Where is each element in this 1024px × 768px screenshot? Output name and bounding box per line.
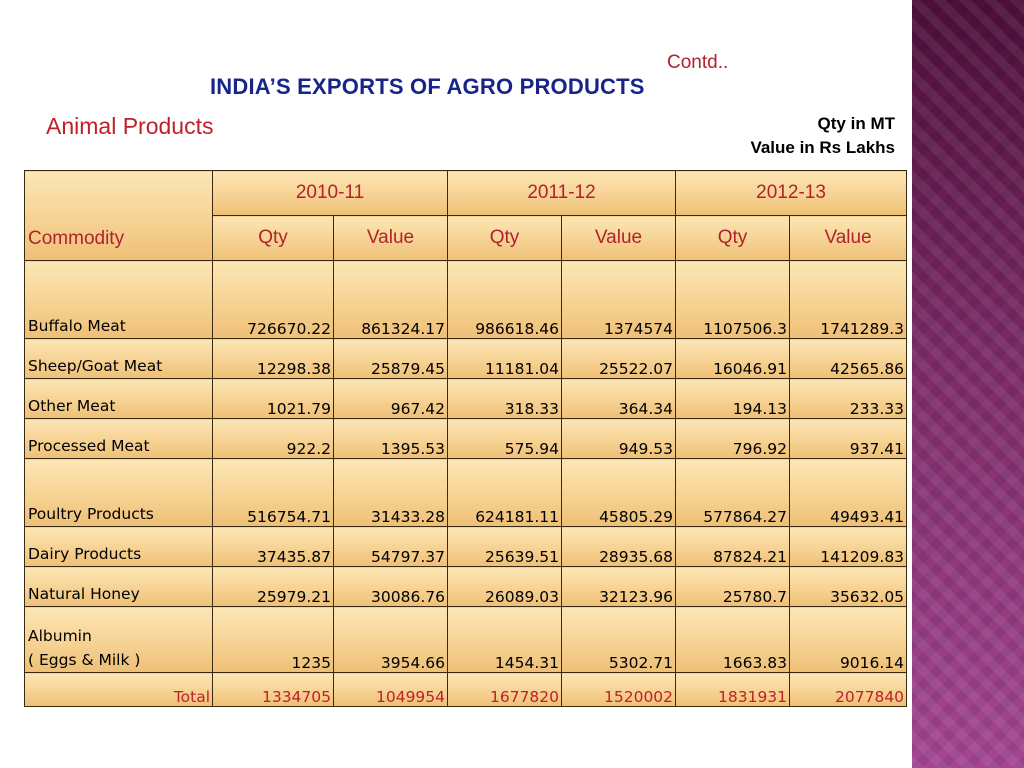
cell-value: 25522.07 [561,338,677,379]
cell-value: 9016.14 [789,606,908,673]
cell-value: 1374574 [561,260,677,339]
cell-value: 28935.68 [561,526,677,567]
cell-value: 1107506.3 [675,260,791,339]
table-row: Dairy Products 37435.87 54797.37 25639.5… [24,526,908,567]
cell-value: 318.33 [447,378,563,419]
year-header: 2012-13 [675,170,908,216]
cell-value: 12298.38 [212,338,334,379]
cell-value: 5302.71 [561,606,677,673]
total-value: 1831931 [675,672,791,707]
cell-value: 16046.91 [675,338,791,379]
cell-value: 49493.41 [789,458,908,527]
total-value: 1334705 [212,672,334,707]
commodity-name-line: Albumin [28,627,92,645]
cell-value: 796.92 [675,418,791,459]
cell-value: 141209.83 [789,526,908,567]
commodity-name: Dairy Products [24,526,213,567]
units-note: Qty in MT Value in Rs Lakhs [750,112,895,160]
cell-value: 937.41 [789,418,908,459]
cell-value: 967.42 [332,378,449,419]
section-subtitle: Animal Products [46,113,214,139]
cell-value: 87824.21 [675,526,791,567]
commodity-name: Other Meat [24,378,213,419]
qty-header: Qty [447,215,563,261]
total-value: 2077840 [789,672,908,707]
cell-value: 726670.22 [212,260,334,339]
sub-header-row: Qty Value Qty Value Qty Value [25,215,908,261]
commodity-header: Commodity [24,170,213,261]
qty-header: Qty [675,215,791,261]
cell-value: 575.94 [447,418,563,459]
exports-table: Commodity 2010-11 2011-12 2012-13 Qty Va… [24,170,908,707]
table-row: Natural Honey 25979.21 30086.76 26089.03… [24,566,908,607]
cell-value: 11181.04 [447,338,563,379]
cell-value: 3954.66 [332,606,449,673]
year-header-row: Commodity 2010-11 2011-12 2012-13 [24,170,908,261]
cell-value: 1021.79 [212,378,334,419]
table-row: Albumin ( Eggs & Milk ) 1235 3954.66 1454… [24,606,908,673]
cell-value: 54797.37 [332,526,449,567]
qty-header: Qty [212,215,334,261]
cell-value: 32123.96 [561,566,677,607]
units-qty: Qty in MT [817,114,895,133]
cell-value: 1395.53 [332,418,449,459]
total-value: 1049954 [332,672,449,707]
cell-value: 35632.05 [789,566,908,607]
table-row: Sheep/Goat Meat 12298.38 25879.45 11181.… [24,338,908,379]
total-label: Total [24,672,213,707]
cell-value: 45805.29 [561,458,677,527]
units-value: Value in Rs Lakhs [750,138,895,157]
commodity-name: Sheep/Goat Meat [24,338,213,379]
cell-value: 624181.11 [447,458,563,527]
page-title: INDIA’S EXPORTS OF AGRO PRODUCTS [210,74,645,99]
cell-value: 949.53 [561,418,677,459]
cell-value: 577864.27 [675,458,791,527]
value-header: Value [332,215,449,261]
decorative-side-band [912,0,1024,768]
cell-value: 986618.46 [447,260,563,339]
cell-value: 1663.83 [675,606,791,673]
commodity-name: Processed Meat [24,418,213,459]
cell-value: 194.13 [675,378,791,419]
cell-value: 25780.7 [675,566,791,607]
commodity-name: Albumin ( Eggs & Milk ) [24,606,213,673]
cell-value: 37435.87 [212,526,334,567]
value-header: Value [789,215,908,261]
year-header: 2010-11 [211,170,449,216]
cell-value: 861324.17 [332,260,449,339]
cell-value: 1741289.3 [789,260,908,339]
contd-label: Contd.. [667,52,729,73]
cell-value: 25639.51 [447,526,563,567]
table-row: Poultry Products 516754.71 31433.28 6241… [24,458,908,527]
commodity-name: Natural Honey [24,566,213,607]
commodity-name-line: ( Eggs & Milk ) [28,651,141,669]
cell-value: 25979.21 [212,566,334,607]
total-value: 1520002 [561,672,677,707]
value-header: Value [561,215,677,261]
cell-value: 31433.28 [332,458,449,527]
total-value: 1677820 [447,672,563,707]
cell-value: 30086.76 [332,566,449,607]
cell-value: 25879.45 [332,338,449,379]
cell-value: 42565.86 [789,338,908,379]
table-row: Buffalo Meat 726670.22 861324.17 986618.… [24,260,908,339]
commodity-name: Poultry Products [24,458,213,527]
cell-value: 516754.71 [212,458,334,527]
cell-value: 1235 [212,606,334,673]
table-row: Processed Meat 922.2 1395.53 575.94 949.… [24,418,908,459]
cell-value: 26089.03 [447,566,563,607]
year-header: 2011-12 [447,170,677,216]
commodity-name: Buffalo Meat [24,260,213,339]
cell-value: 364.34 [561,378,677,419]
table-row: Other Meat 1021.79 967.42 318.33 364.34 … [24,378,908,419]
cell-value: 1454.31 [447,606,563,673]
cell-value: 233.33 [789,378,908,419]
cell-value: 922.2 [212,418,334,459]
total-row: Total 1334705 1049954 1677820 1520002 18… [24,672,908,707]
